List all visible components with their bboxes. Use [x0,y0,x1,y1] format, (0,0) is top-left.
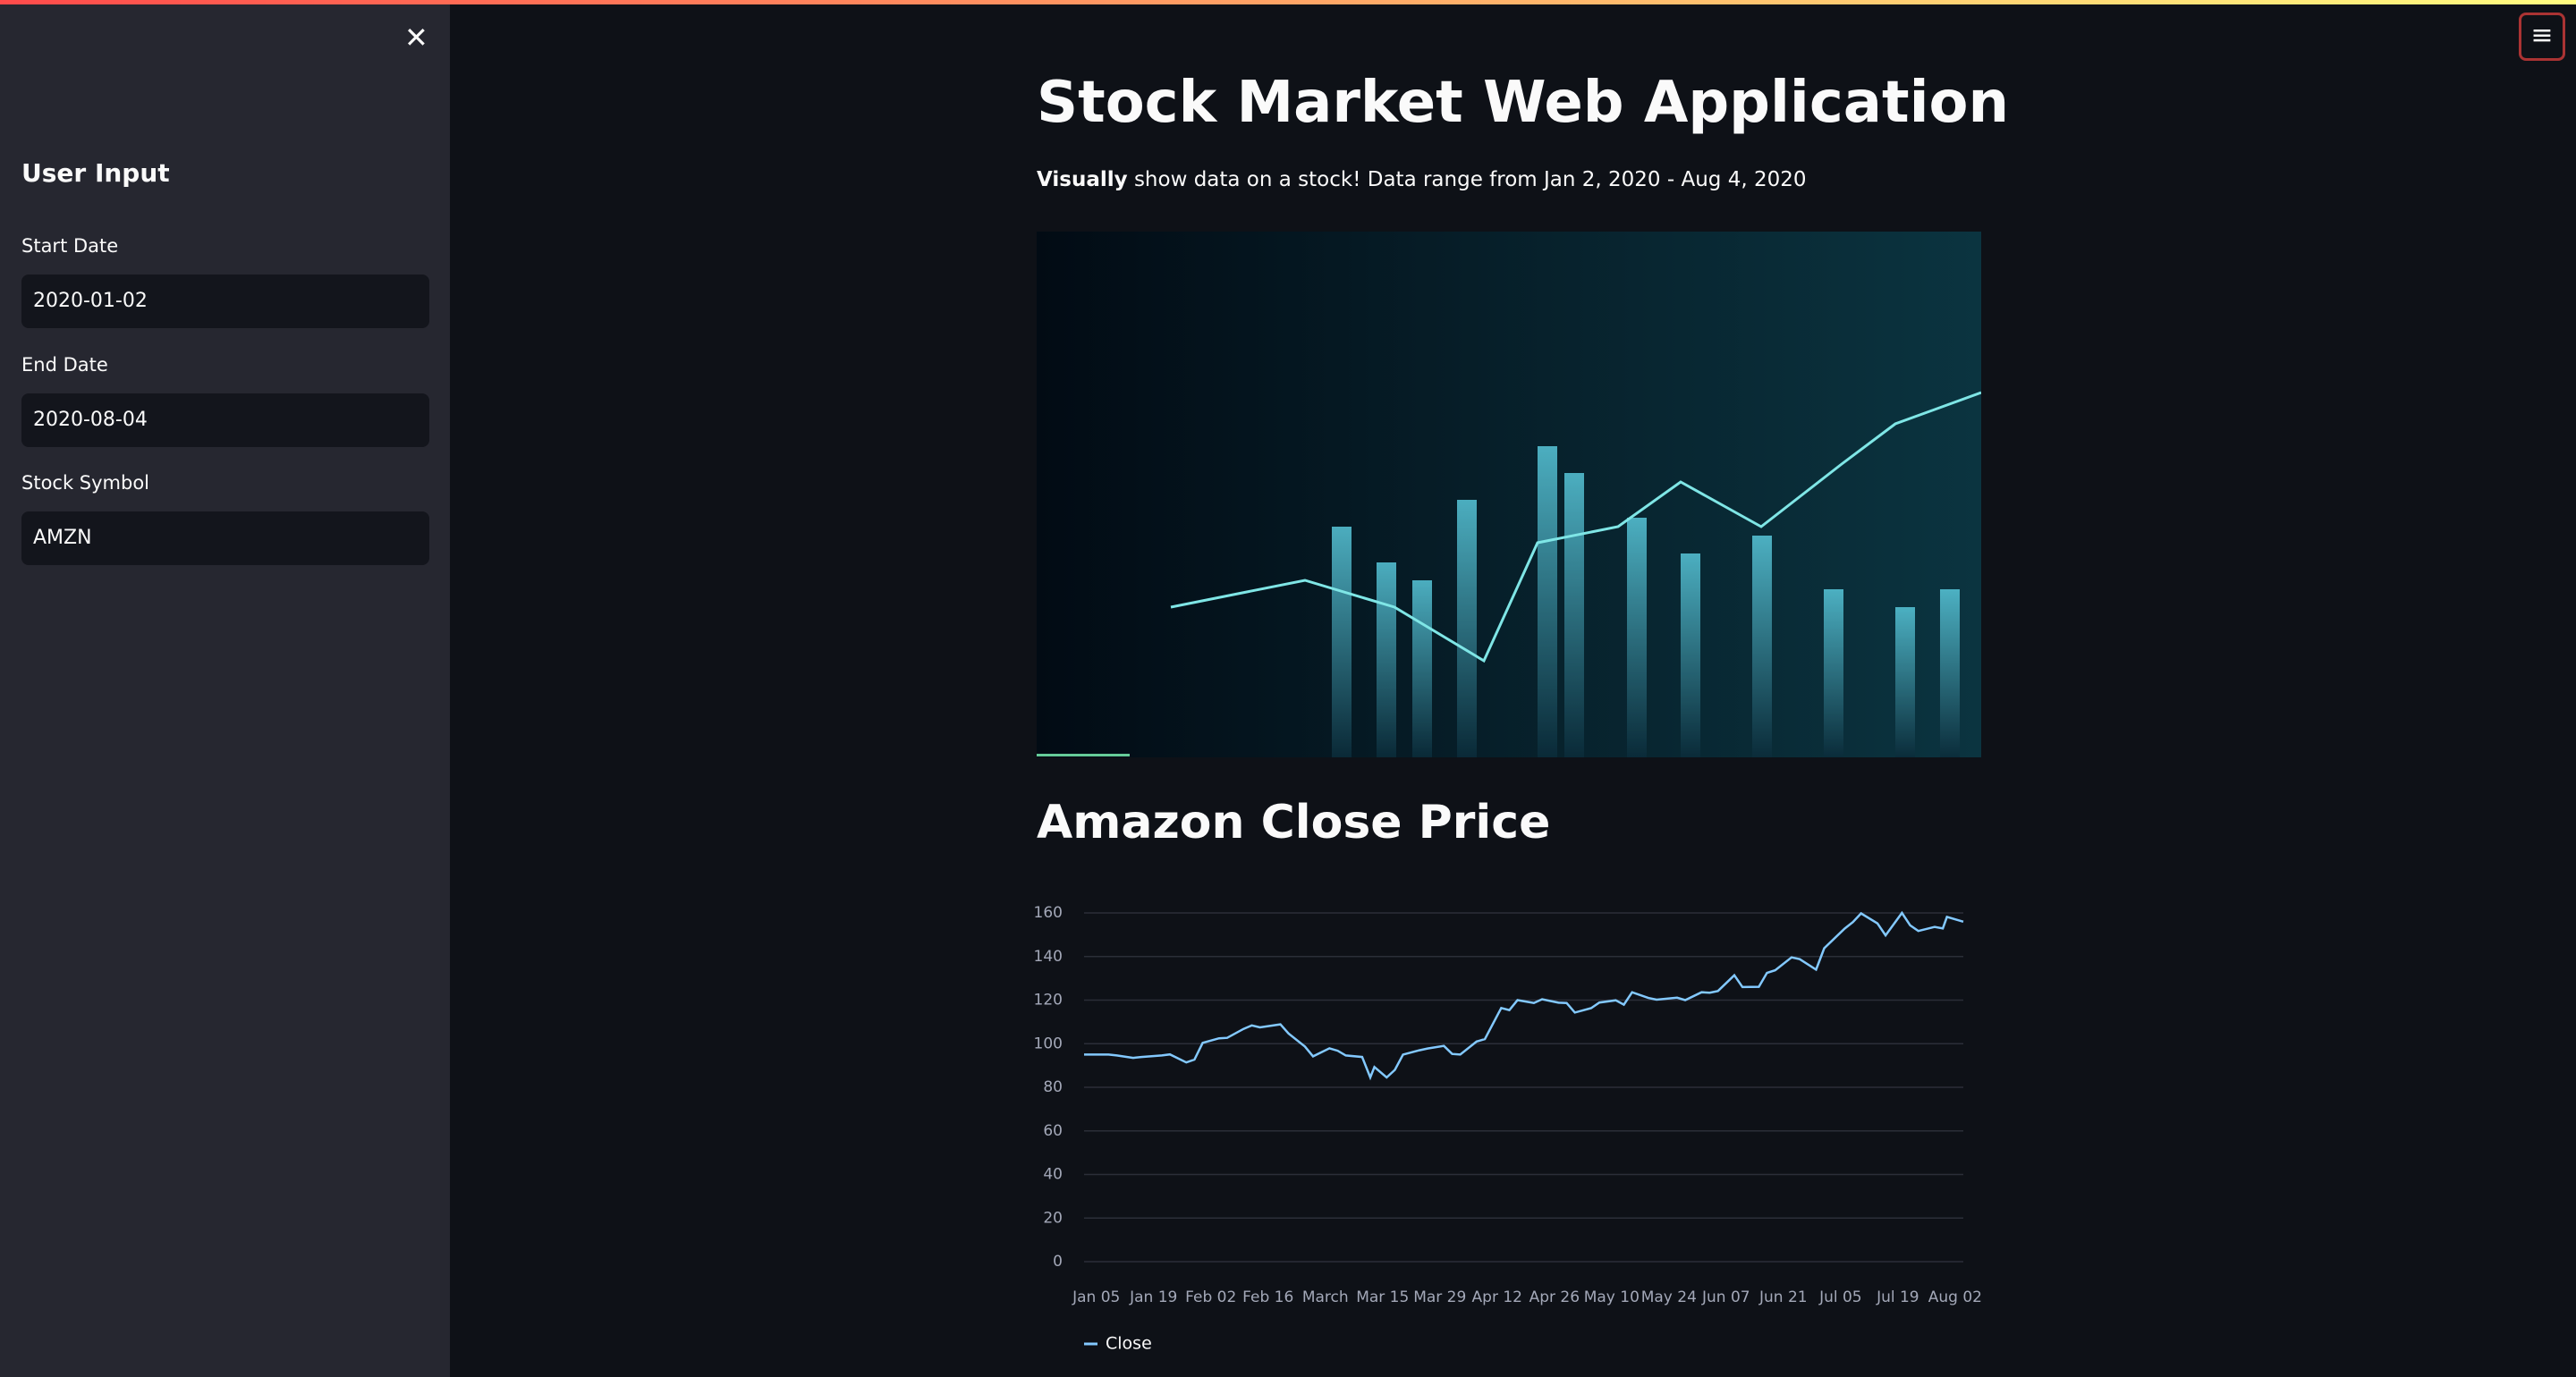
y-tick-label: 40 [1043,1166,1063,1184]
x-tick-label: Aug 02 [1928,1288,1982,1306]
y-tick-label: 20 [1043,1209,1063,1227]
x-tick-label: May 10 [1584,1288,1640,1306]
y-tick-label: 60 [1043,1122,1063,1140]
top-bar [0,0,2576,4]
date-input[interactable]: 2020-08-04 [21,393,429,447]
subtitle: Visually show data on a stock! Data rang… [1037,168,1806,191]
y-tick-label: 160 [1034,904,1063,922]
text-input[interactable]: AMZN [21,511,429,565]
x-tick-label: March [1302,1288,1349,1306]
y-tick-label: 140 [1034,948,1063,966]
field-label: End Date [21,354,108,376]
x-tick-label: Jul 05 [1818,1288,1862,1306]
x-tick-label: Apr 26 [1530,1288,1580,1306]
x-tick-label: Mar 15 [1356,1288,1409,1306]
y-tick-label: 120 [1034,992,1063,1010]
x-tick-label: Jan 05 [1072,1288,1120,1306]
field-label: Stock Symbol [21,472,150,494]
x-tick-label: Apr 12 [1472,1288,1522,1306]
x-tick-label: Jul 19 [1876,1288,1919,1306]
sidebar: ✕ User Input Start Date 2020-01-02 End D… [0,4,450,1377]
x-tick-label: Jun 07 [1701,1288,1750,1306]
chart: 0 20 40 60 80 100 120 140 160 Jan 05 Jan 19 Feb 02 F… [1034,904,1982,1354]
close-button[interactable]: ✕ [404,21,428,55]
subtitle-bold: Visually [1037,168,1128,191]
page-title: Stock Market Web Application [1037,70,2010,136]
y-tick-label: 0 [1053,1253,1063,1271]
date-input[interactable]: 2020-01-02 [21,275,429,328]
x-tick-label: Jun 21 [1758,1288,1808,1306]
x-tick-label: Jan 19 [1129,1288,1177,1306]
x-tick-label: Feb 16 [1242,1288,1293,1306]
x-tick-label: Feb 02 [1185,1288,1236,1306]
menu-button[interactable]: ≡ [2519,13,2565,61]
legend-label: Close [1106,1334,1152,1354]
x-tick-label: May 24 [1641,1288,1697,1306]
sidebar-title: User Input [21,158,170,188]
subtitle-text: show data on a stock! Data range from Ja… [1133,168,1807,191]
y-tick-label: 100 [1034,1035,1063,1052]
line [1084,910,1964,1081]
field-label: Start Date [21,235,119,257]
hero-image [1037,232,1981,757]
chart-title: Amazon Close Price [1037,796,1551,849]
x-tick-label: Mar 29 [1413,1288,1466,1306]
y-tick-label: 80 [1043,1078,1063,1096]
